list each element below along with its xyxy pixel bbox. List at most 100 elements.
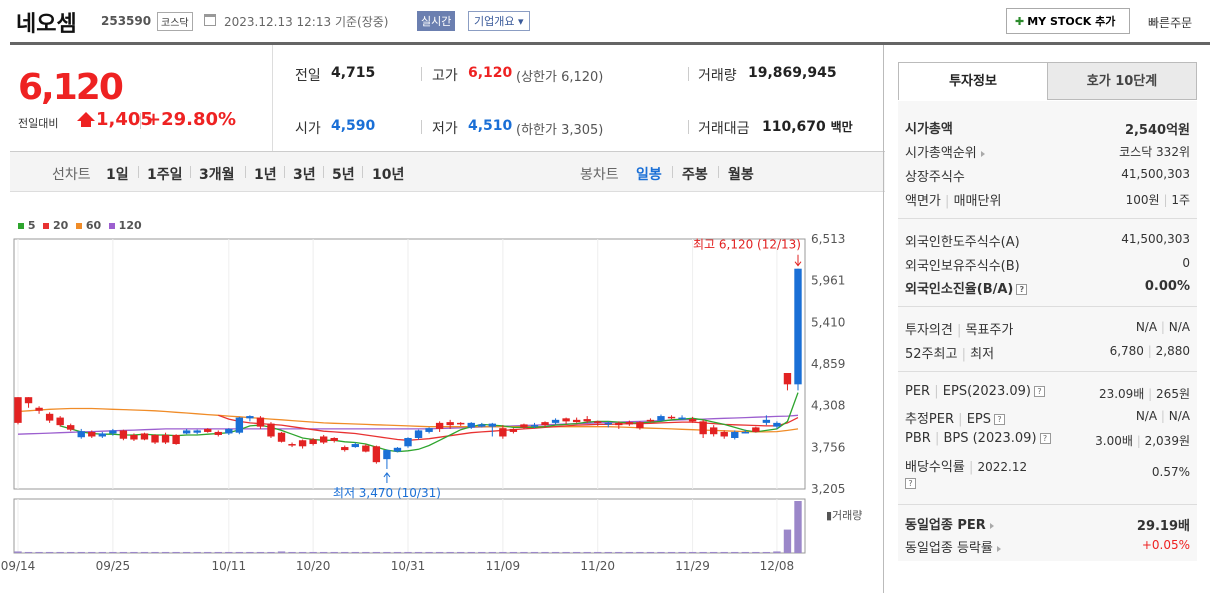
tab-hoga-10[interactable]: 호가 10단계 bbox=[1047, 62, 1197, 100]
y-tick-label: 4,859 bbox=[811, 357, 845, 371]
volume-bar bbox=[109, 551, 117, 553]
calendar-icon bbox=[204, 14, 216, 26]
volume-bar bbox=[646, 551, 655, 553]
sector-per-value: 29.19배 bbox=[1136, 519, 1190, 534]
candle bbox=[277, 432, 286, 442]
y-tick-label: 5,961 bbox=[811, 274, 845, 288]
candle bbox=[678, 417, 686, 420]
quick-order-link[interactable]: 빠른주문 bbox=[1148, 16, 1193, 30]
tab-10year[interactable]: 10년 bbox=[372, 167, 405, 183]
volume-bar bbox=[151, 551, 159, 553]
volume-bar bbox=[530, 551, 539, 553]
help-icon[interactable]: ? bbox=[994, 414, 1005, 425]
market-badge: 코스닥 bbox=[157, 12, 193, 31]
help-icon[interactable]: ? bbox=[1016, 284, 1028, 295]
candle bbox=[119, 430, 128, 439]
volume-bar bbox=[541, 551, 549, 553]
volume-bar bbox=[351, 551, 359, 553]
candle bbox=[319, 436, 328, 443]
candle bbox=[35, 407, 43, 411]
candle bbox=[773, 422, 781, 427]
volume-bar bbox=[773, 551, 781, 553]
y-tick-label: 4,308 bbox=[811, 399, 845, 413]
sector-change-label[interactable]: 동일업종 등락률 bbox=[905, 537, 1001, 556]
market-cap-value: 2,540억원 bbox=[1124, 123, 1190, 138]
corp-info-dropdown[interactable]: 기업개요 ▾ bbox=[468, 11, 530, 31]
dividend-label: 배당수익률 | 2022.12 bbox=[905, 460, 1028, 475]
volume-bar bbox=[667, 551, 676, 553]
candle bbox=[478, 424, 486, 427]
volume-bar bbox=[509, 551, 518, 553]
candle bbox=[541, 422, 549, 426]
y-tick-label: 3,205 bbox=[811, 482, 845, 496]
x-tick-label: 12/08 bbox=[760, 559, 795, 573]
price-summary: 6,120 전일대비 1,405 +29.80% bbox=[10, 45, 272, 151]
foreign-limit-value: 41,500,303 bbox=[1121, 232, 1190, 246]
volume-bar bbox=[330, 551, 338, 553]
line-chart-label: 선차트 bbox=[52, 167, 91, 183]
stock-header: 네오셈 253590 코스닥 2023.12.13 12:13 기준(장중) 실… bbox=[0, 0, 1220, 44]
volume-bar bbox=[204, 551, 212, 553]
sector-per-label[interactable]: 동일업종 PER bbox=[905, 514, 994, 533]
volume-bar bbox=[499, 551, 507, 553]
tab-investment-info[interactable]: 투자정보 bbox=[898, 62, 1048, 100]
volume-bar bbox=[572, 551, 581, 553]
candle bbox=[383, 450, 391, 460]
tab-weekly[interactable]: 주봉 bbox=[682, 167, 708, 183]
add-mystock-button[interactable]: ✚ MY STOCK 추가 bbox=[1006, 8, 1130, 34]
volume-bar bbox=[688, 551, 697, 553]
candle bbox=[425, 428, 433, 432]
tab-daily[interactable]: 일봉 bbox=[636, 167, 662, 183]
realtime-badge[interactable]: 실시간 bbox=[417, 11, 456, 31]
tab-3year[interactable]: 3년 bbox=[293, 167, 316, 183]
volume-bar bbox=[372, 551, 381, 553]
help-icon[interactable]: ? bbox=[1033, 386, 1045, 397]
help-icon[interactable]: ? bbox=[905, 478, 916, 489]
volume-bar bbox=[24, 551, 33, 553]
lower-limit: (하한가 3,305) bbox=[516, 123, 604, 138]
volume-bar bbox=[67, 551, 75, 553]
candle bbox=[562, 418, 570, 422]
x-tick-label: 10/20 bbox=[296, 559, 331, 573]
candle bbox=[583, 419, 591, 422]
help-icon[interactable]: ? bbox=[1039, 433, 1051, 444]
volume-bar bbox=[657, 551, 665, 553]
volume-bar bbox=[615, 551, 623, 553]
x-tick-label: 11/29 bbox=[675, 559, 710, 573]
volume-bar bbox=[435, 551, 444, 553]
amount-value: 110,670 백만 bbox=[762, 119, 853, 135]
timestamp: 2023.12.13 12:13 기준(장중) bbox=[224, 15, 389, 29]
foreign-limit-label: 외국인한도주식수(A) bbox=[905, 235, 1020, 250]
open-value: 4,590 bbox=[331, 118, 376, 134]
price-chart[interactable]: 09/14 09/25 10/11 10/20 10/31 11/09 11/20 11/29… bbox=[0, 230, 880, 590]
candle bbox=[14, 397, 22, 423]
stock-code: 253590 bbox=[101, 14, 152, 28]
volume-bar bbox=[478, 551, 486, 553]
volume-label: 거래량 bbox=[698, 68, 737, 84]
candle bbox=[267, 423, 275, 437]
current-price: 6,120 bbox=[18, 67, 124, 108]
candle bbox=[604, 422, 612, 425]
tab-1day[interactable]: 1일 bbox=[106, 167, 129, 183]
volume-bar bbox=[393, 551, 402, 553]
volume-bar bbox=[341, 551, 349, 553]
volume-bar bbox=[594, 551, 602, 553]
volume-bar bbox=[309, 551, 317, 553]
candle bbox=[731, 431, 739, 438]
volume-bar bbox=[235, 551, 244, 553]
volume-bar bbox=[383, 551, 391, 553]
tab-1year[interactable]: 1년 bbox=[254, 167, 277, 183]
tab-monthly[interactable]: 월봉 bbox=[728, 167, 754, 183]
candle bbox=[509, 428, 518, 432]
volume-bar bbox=[88, 551, 96, 553]
volume-bar bbox=[98, 551, 107, 553]
tab-1week[interactable]: 1주일 bbox=[147, 167, 183, 183]
plus-icon: ✚ bbox=[1015, 15, 1025, 28]
tab-5year[interactable]: 5년 bbox=[332, 167, 355, 183]
market-cap-rank-label[interactable]: 시가총액순위 bbox=[905, 142, 985, 161]
candle bbox=[404, 437, 412, 447]
volume-bar bbox=[35, 551, 43, 553]
tab-3month[interactable]: 3개월 bbox=[199, 167, 235, 183]
volume-bar bbox=[246, 551, 254, 553]
volume-bar bbox=[467, 551, 475, 553]
